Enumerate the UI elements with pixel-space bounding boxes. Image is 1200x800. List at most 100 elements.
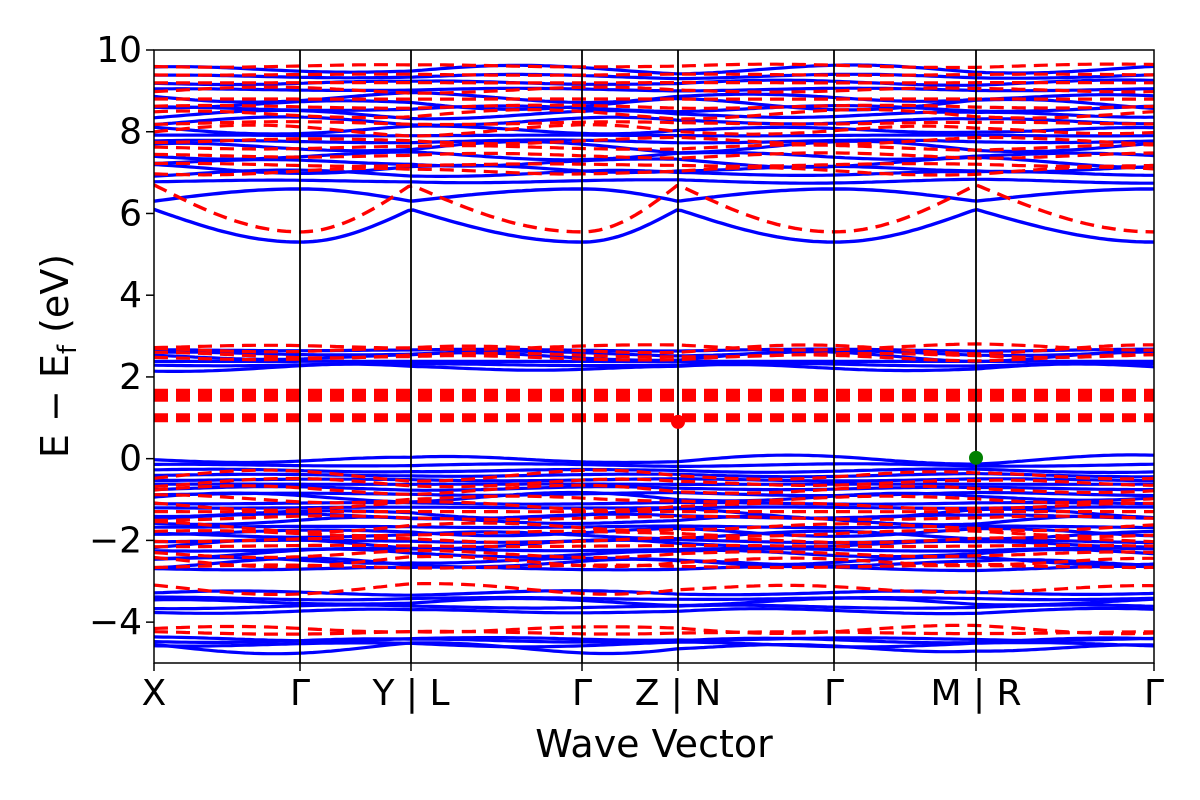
band-up-conduction-upper-6 [154,138,1154,145]
band-up-valence-top-19 [154,477,1154,483]
x-tick-label: Γ [572,673,592,714]
band-up-valence-top-0 [154,564,1154,573]
band-down-valence-bottom-1 [154,623,1154,636]
band-up-conduction-upper-11 [154,104,1154,114]
band-down-valence-top-4 [154,535,1154,545]
y-tick-label: −4 [89,602,142,643]
band-up-conduction-min-0 [154,187,1154,203]
band-up-valence-top-11 [154,512,1154,521]
band-down-valence-lower-0 [154,582,1154,596]
band-down-mid-2 [154,343,1154,356]
bands-layer [154,62,1154,656]
y-tick-label: 8 [119,112,142,153]
band-down-mid-3 [154,342,1154,352]
band-up-valence-top-7 [154,529,1154,541]
band-up-valence-top-22 [154,462,1154,468]
band-down-conduction-upper-5 [154,123,1154,138]
band-up-conduction-upper-17 [154,63,1154,76]
band-up-valence-top-4 [154,546,1154,553]
band-down-conduction-upper-6 [154,120,1154,127]
band-up-valence-top-20 [154,471,1154,479]
band-up-conduction-upper-0 [154,177,1154,185]
band-down-valence-top-12 [154,476,1154,489]
band-down-conduction-min-0 [154,183,1154,234]
y-axis: −4 −2 0 2 4 6 8 10 [89,30,154,643]
band-down-conduction-upper-13 [154,62,1154,70]
x-tick-label: Γ [1144,673,1164,714]
band-up-valence-lower-0 [154,606,1154,616]
band-down-conduction-upper-4 [154,135,1154,146]
y-axis-title-subscript: f [53,344,83,354]
band-down-valence-top-3 [154,543,1154,549]
band-down-valence-top-13 [154,468,1154,483]
band-down-conduction-upper-12 [154,72,1154,77]
band-down-valence-bottom-0 [154,629,1154,636]
band-up-valence-lower-3 [154,595,1154,602]
band-up-conduction-upper-5 [154,139,1154,155]
band-up-conduction-upper-9 [154,115,1154,127]
kpoint-dividers [299,50,977,663]
band-up-valence-top-13 [154,505,1154,510]
y-tick-label: 4 [119,275,142,316]
band-up-valence-top-2 [154,555,1154,567]
band-down-valence-top-7 [154,514,1154,522]
band-up-valence-lower-4 [154,589,1154,597]
band-down-valence-top-9 [154,500,1154,512]
y-tick-label: 10 [96,30,142,71]
x-tick-label: Γ [824,673,844,714]
x-axis: X Γ Y | L Γ Z | N Γ M | R Γ [142,663,1164,714]
band-up-conduction-upper-15 [154,78,1154,87]
x-tick-label: M | R [930,673,1021,714]
band-up-conduction-upper-7 [154,133,1154,138]
band-down-valence-top-6 [154,519,1154,534]
band-down-conduction-upper-1 [154,161,1154,168]
x-axis-title: Wave Vector [535,722,773,766]
band-up-valence-top-10 [154,514,1154,527]
band-up-conduction-upper-3 [154,155,1154,169]
band-down-valence-top-1 [154,554,1154,569]
plot-frame [153,49,1155,664]
y-tick-label: 0 [119,439,142,480]
band-down-valence-top-11 [154,483,1154,496]
y-tick-label: 6 [119,193,142,234]
band-up-valence-top-16 [154,490,1154,498]
band-up-conduction-min-1 [154,207,1154,244]
cbm-marker [671,414,685,429]
band-down-conduction-upper-8 [154,103,1154,110]
band-down-valence-top-5 [154,529,1154,538]
band-down-conduction-upper-10 [154,85,1154,95]
band-down-mid-1 [154,350,1154,360]
band-up-valence-bottom-3 [154,635,1154,643]
band-up-conduction-upper-14 [154,86,1154,93]
y-tick-label: −2 [89,520,142,561]
band-up-valence-top-15 [154,490,1154,504]
band-down-conduction-upper-7 [154,107,1154,121]
band-down-conduction-upper-2 [154,151,1154,160]
band-up-valence-top-8 [154,526,1154,538]
band-up-conduction-upper-2 [154,163,1154,175]
band-up-conduction-upper-8 [154,124,1154,136]
extrema-markers [671,414,983,465]
band-up-valence-top-9 [154,524,1154,530]
band-down-conduction-upper-0 [154,165,1154,177]
y-axis-title: E − Ef (eV) [33,254,83,458]
band-up-valence-top-14 [154,500,1154,506]
band-up-valence-bottom-0 [154,641,1154,656]
band-up-valence-top-17 [154,485,1154,492]
band-up-valence-lower-2 [154,596,1154,608]
x-tick-label: X [142,673,167,714]
band-up-conduction-upper-16 [154,72,1154,81]
band-up-mid-1 [154,361,1154,368]
x-tick-label: Y | L [371,673,449,714]
x-tick-label: Z | N [635,673,722,714]
y-tick-label: 2 [119,357,142,398]
band-up-valence-top-21 [154,467,1154,475]
band-down-valence-top-2 [154,548,1154,560]
band-up-valence-top-23 [154,453,1154,466]
band-up-mid-4 [154,349,1154,358]
band-down-valence-top-10 [154,493,1154,505]
x-tick-label: Γ [290,673,310,714]
band-down-conduction-upper-3 [154,143,1154,152]
band-up-mid-5 [154,347,1154,353]
